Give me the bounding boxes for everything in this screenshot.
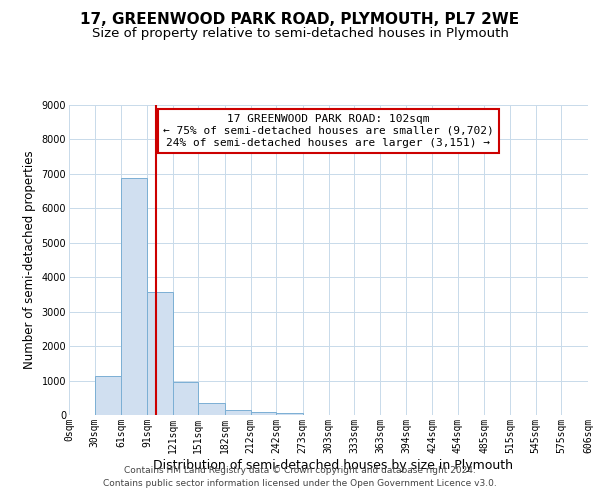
Bar: [173, 382, 199, 415]
Bar: [276, 414, 303, 415]
Text: Size of property relative to semi-detached houses in Plymouth: Size of property relative to semi-detach…: [92, 28, 508, 40]
Bar: [147, 292, 173, 415]
Text: 17 GREENWOOD PARK ROAD: 102sqm
← 75% of semi-detached houses are smaller (9,702): 17 GREENWOOD PARK ROAD: 102sqm ← 75% of …: [163, 114, 494, 148]
Bar: [225, 410, 251, 415]
Bar: [199, 404, 225, 415]
Bar: [251, 412, 276, 415]
Y-axis label: Number of semi-detached properties: Number of semi-detached properties: [23, 150, 36, 370]
Text: Contains HM Land Registry data © Crown copyright and database right 2024.
Contai: Contains HM Land Registry data © Crown c…: [103, 466, 497, 487]
Bar: [121, 178, 147, 415]
Bar: [95, 376, 121, 415]
Text: Distribution of semi-detached houses by size in Plymouth: Distribution of semi-detached houses by …: [153, 458, 513, 471]
Text: 17, GREENWOOD PARK ROAD, PLYMOUTH, PL7 2WE: 17, GREENWOOD PARK ROAD, PLYMOUTH, PL7 2…: [80, 12, 520, 28]
